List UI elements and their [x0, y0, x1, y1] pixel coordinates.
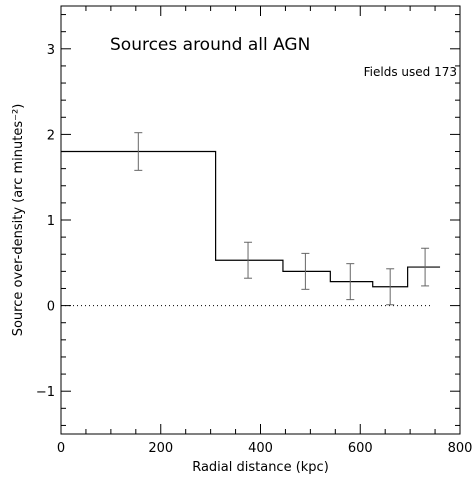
x-tick-label: 200 [148, 441, 173, 456]
error-bar-0 [134, 132, 143, 171]
error-bar-1 [244, 241, 253, 279]
y-tick-label: 2 [47, 128, 55, 143]
error-bar-5 [421, 247, 430, 287]
error-bar-4 [386, 268, 395, 306]
y-axis-label: Source over-density (arc minutes⁻²) [11, 104, 26, 337]
error-bar-3 [346, 263, 355, 301]
chart-annotation-title: Sources around all AGN [110, 35, 310, 55]
y-tick-label: −1 [36, 385, 55, 400]
y-tick-label: 1 [47, 214, 55, 229]
x-tick-label: 800 [448, 441, 473, 456]
ticks-layer [60, 6, 461, 434]
step-series-layer [61, 150, 441, 288]
x-tick-label: 0 [57, 441, 65, 456]
error-bars-layer [134, 132, 430, 306]
x-tick-label: 400 [248, 441, 273, 456]
x-axis-label: Radial distance (kpc) [192, 460, 329, 475]
x-tick-label: 600 [348, 441, 373, 456]
step-series-line [61, 150, 441, 288]
tick-labels-layer: 0 200 400 600 800 −1 0 1 2 3 [36, 43, 473, 456]
y-tick-label: 0 [47, 300, 55, 315]
error-bar-2 [301, 252, 310, 290]
fields-used-annotation: Fields used 173 [364, 65, 457, 79]
y-tick-label: 3 [47, 43, 55, 58]
